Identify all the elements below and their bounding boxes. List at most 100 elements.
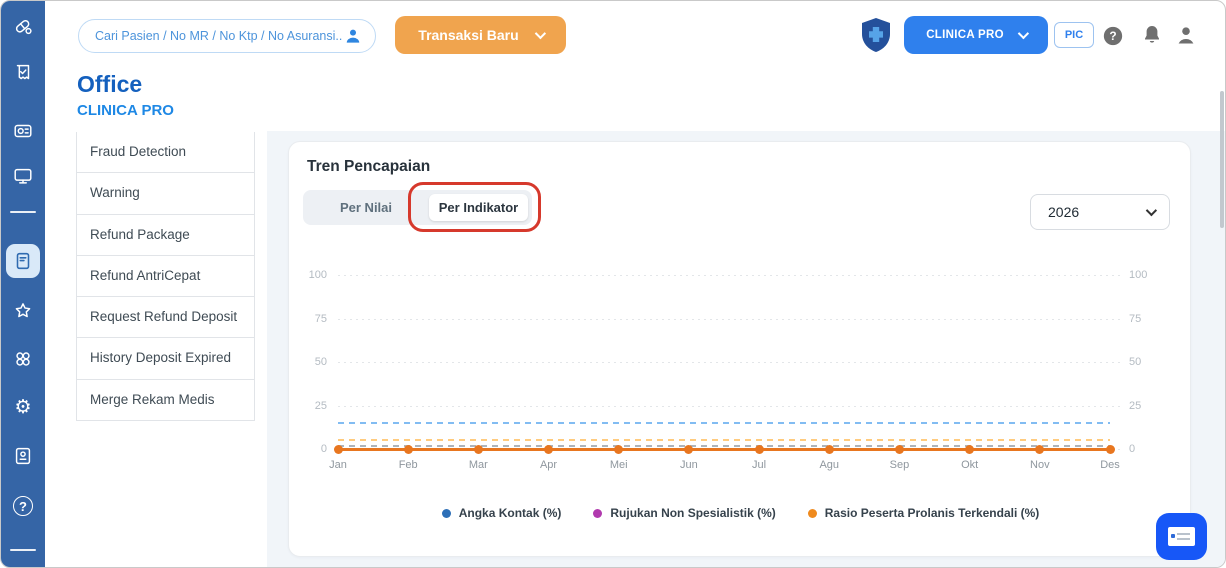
chat-logo-icon xyxy=(1168,527,1195,546)
sidebar-item-active-office[interactable] xyxy=(6,244,40,278)
y-axis-tick-right: 0 xyxy=(1129,443,1136,455)
data-point-marker xyxy=(333,444,343,454)
y-axis-tick-left: 25 xyxy=(314,399,327,412)
sidebar-divider-bottom xyxy=(10,549,36,551)
search-input[interactable] xyxy=(95,29,343,43)
cashier-card-icon[interactable] xyxy=(11,119,35,143)
data-point-marker xyxy=(614,444,624,454)
id-card-icon[interactable] xyxy=(11,444,35,468)
y-axis-tick-right: 75 xyxy=(1129,312,1142,325)
x-axis-label: Okt xyxy=(961,459,979,471)
icon-sidebar: ⚙ ? xyxy=(1,1,45,567)
x-axis-label: Nov xyxy=(1030,459,1050,471)
x-axis-label: Apr xyxy=(539,459,558,471)
bell-icon[interactable] xyxy=(1140,23,1164,52)
gear-icon[interactable]: ⚙ xyxy=(14,395,32,418)
x-axis-label: Jan xyxy=(329,459,347,471)
star-icon[interactable] xyxy=(11,299,35,323)
legend-label: Angka Kontak (%) xyxy=(458,506,562,520)
data-point-marker xyxy=(544,444,554,454)
legend-item: Rasio Peserta Prolanis Terkendali (%) xyxy=(807,506,1040,520)
clinic-name-label: CLINICA PRO xyxy=(926,29,1004,41)
gridline xyxy=(338,318,1120,320)
clinic-selector-button[interactable]: CLINICA PRO xyxy=(904,16,1048,54)
tab-per-nilai[interactable]: Per Nilai xyxy=(339,200,393,215)
sidebar-divider xyxy=(10,211,36,213)
series-line-rasio-prolanis xyxy=(338,447,1110,451)
tab-per-indikator[interactable]: Per Indikator xyxy=(429,194,528,221)
y-axis-tick-left: 100 xyxy=(308,269,327,281)
pic-badge[interactable]: PIC xyxy=(1054,22,1094,48)
document-icon xyxy=(16,252,30,270)
menu-item[interactable]: Refund Package xyxy=(76,213,255,256)
y-axis-tick-left: 50 xyxy=(314,356,327,368)
data-point-marker xyxy=(965,444,975,454)
legend-dot-icon xyxy=(593,508,603,518)
menu-item[interactable]: Request Refund Deposit xyxy=(76,296,255,339)
legend-label: Rujukan Non Spesialistik (%) xyxy=(610,506,776,520)
chevron-down-icon xyxy=(534,27,546,40)
vertical-scrollbar[interactable] xyxy=(1220,91,1224,228)
chart-legend: Angka Kontak (%) Rujukan Non Spesialistik… xyxy=(289,506,1192,520)
chat-widget-button[interactable] xyxy=(1156,513,1207,560)
y-axis-tick-right: 100 xyxy=(1129,269,1148,281)
legend-label: Rasio Peserta Prolanis Terkendali (%) xyxy=(824,506,1040,520)
office-menu: Fraud Detection Warning Refund Package Refu… xyxy=(76,132,255,421)
menu-item[interactable]: History Deposit Expired xyxy=(76,337,255,380)
x-axis-label: Sep xyxy=(889,459,910,471)
x-axis-label: Feb xyxy=(398,459,418,471)
chevron-down-icon xyxy=(1145,204,1158,217)
page-title: Office xyxy=(77,71,143,97)
data-point-marker xyxy=(894,444,904,454)
data-point-marker xyxy=(684,444,694,454)
y-axis-tick-left: 75 xyxy=(314,312,327,325)
gridline xyxy=(338,362,1120,363)
legend-item: Angka Kontak (%) xyxy=(441,506,562,520)
data-point-marker xyxy=(1105,444,1115,454)
y-axis-tick-right: 50 xyxy=(1129,356,1142,368)
menu-item[interactable]: Merge Rekam Medis xyxy=(76,378,255,421)
person-icon xyxy=(346,29,360,43)
y-axis-tick-left: 0 xyxy=(320,443,327,455)
legend-item: Rujukan Non Spesialistik (%) xyxy=(593,506,776,520)
receipt-check-icon[interactable] xyxy=(11,61,35,85)
legend-dot-icon xyxy=(441,508,451,518)
page-subtitle: CLINICA PRO xyxy=(77,102,174,119)
year-dropdown[interactable]: 2026 xyxy=(1030,194,1170,230)
x-axis-label: Mei xyxy=(609,459,628,471)
data-point-marker xyxy=(754,444,764,454)
chart-plot: 100 100 75 75 50 50 25 25 0 0 Jan Feb Mar Apr Mei Jun Ju… xyxy=(289,262,1192,477)
x-axis-label: Des xyxy=(1100,459,1120,471)
x-axis-label: Agu xyxy=(819,459,840,471)
data-point-marker xyxy=(1035,444,1045,454)
new-transaction-button[interactable]: Transaksi Baru xyxy=(395,16,566,54)
svg-text:?: ? xyxy=(1109,29,1116,43)
tren-pencapaian-card: Tren Pencapaian Per Nilai Per Indikator … xyxy=(288,141,1191,557)
gridline xyxy=(338,275,1120,276)
y-axis-tick-right: 25 xyxy=(1129,399,1142,412)
view-mode-tabs: Per Nilai Per Indikator xyxy=(303,190,532,225)
menu-item[interactable]: Warning xyxy=(76,172,255,215)
patient-search[interactable] xyxy=(78,19,376,53)
x-axis-label: Jul xyxy=(752,459,767,471)
data-point-marker xyxy=(824,444,834,454)
help-circle-icon[interactable]: ? xyxy=(1102,25,1124,52)
shield-logo-icon xyxy=(858,16,894,54)
legend-dot-icon xyxy=(807,508,817,518)
help-icon[interactable]: ? xyxy=(11,494,35,518)
gridline xyxy=(338,405,1120,407)
x-axis-label: Jun xyxy=(680,459,698,471)
new-transaction-label: Transaksi Baru xyxy=(418,27,519,43)
data-point-marker xyxy=(473,444,483,454)
clover-apps-icon[interactable] xyxy=(11,347,35,371)
reference-line xyxy=(338,439,1110,442)
monitor-icon[interactable] xyxy=(11,164,35,188)
medicine-pill-icon[interactable] xyxy=(11,14,35,38)
menu-item[interactable]: Refund AntriCepat xyxy=(76,254,255,297)
chevron-down-icon xyxy=(1017,27,1029,40)
year-value: 2026 xyxy=(1048,204,1080,220)
account-icon[interactable] xyxy=(1174,23,1198,52)
menu-item[interactable]: Fraud Detection xyxy=(76,132,255,174)
data-point-marker xyxy=(403,444,413,454)
